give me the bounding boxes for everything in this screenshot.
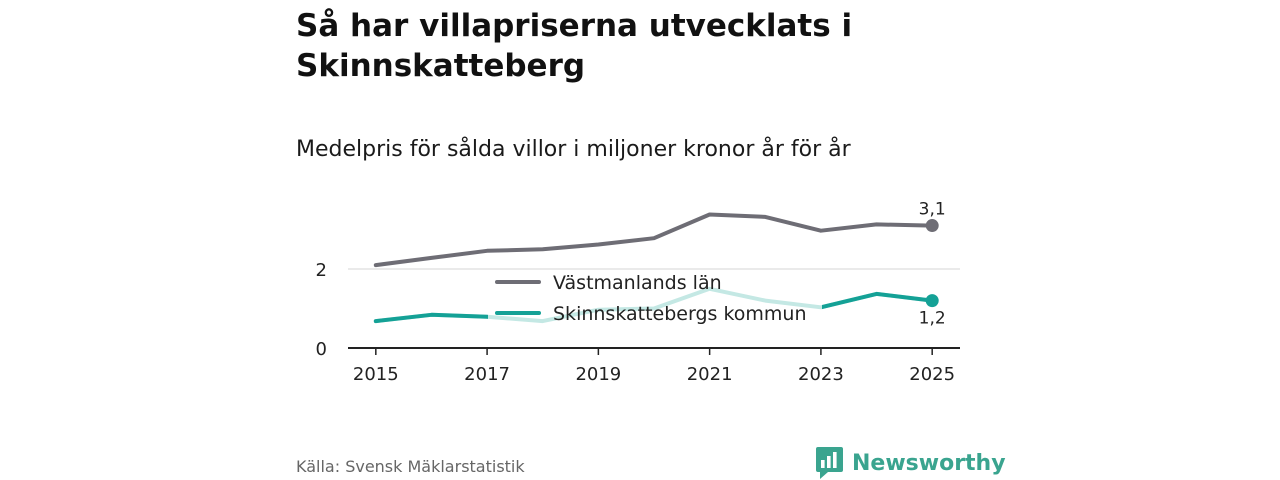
x-tick-label: 2025 (909, 364, 955, 385)
end-point-vastmanlands-lan (925, 219, 939, 233)
legend-label-skinnskattebergs-kommun: Skinnskattebergs kommun (553, 303, 807, 325)
x-tick-label: 2021 (687, 364, 733, 385)
chart-subtitle: Medelpris för sålda villor i miljoner kr… (296, 137, 851, 162)
legend-label-vastmanlands-lan: Västmanlands län (553, 272, 722, 294)
end-label-vastmanlands-lan: 3,1 (919, 200, 946, 220)
series-line-vastmanlands-lan (373, 212, 935, 268)
brand-logo: Newsworthy (815, 446, 1006, 480)
y-tick-label: 0 (316, 339, 327, 360)
end-label-skinnskattebergs-kommun: 1,2 (919, 309, 946, 329)
brand-name: Newsworthy (852, 450, 1006, 476)
source-note: Källa: Svensk Mäklarstatistik (296, 457, 525, 476)
newsworthy-logo-icon (816, 447, 843, 479)
y-tick-label: 2 (316, 260, 327, 281)
chart-title: Så har villapriserna utvecklats i Skinns… (296, 8, 853, 84)
x-tick-label: 2015 (353, 364, 399, 385)
x-tick-label: 2017 (464, 364, 510, 385)
end-point-skinnskattebergs-kommun (925, 294, 939, 308)
x-tick-label: 2023 (798, 364, 844, 385)
x-tick-label: 2019 (575, 364, 621, 385)
